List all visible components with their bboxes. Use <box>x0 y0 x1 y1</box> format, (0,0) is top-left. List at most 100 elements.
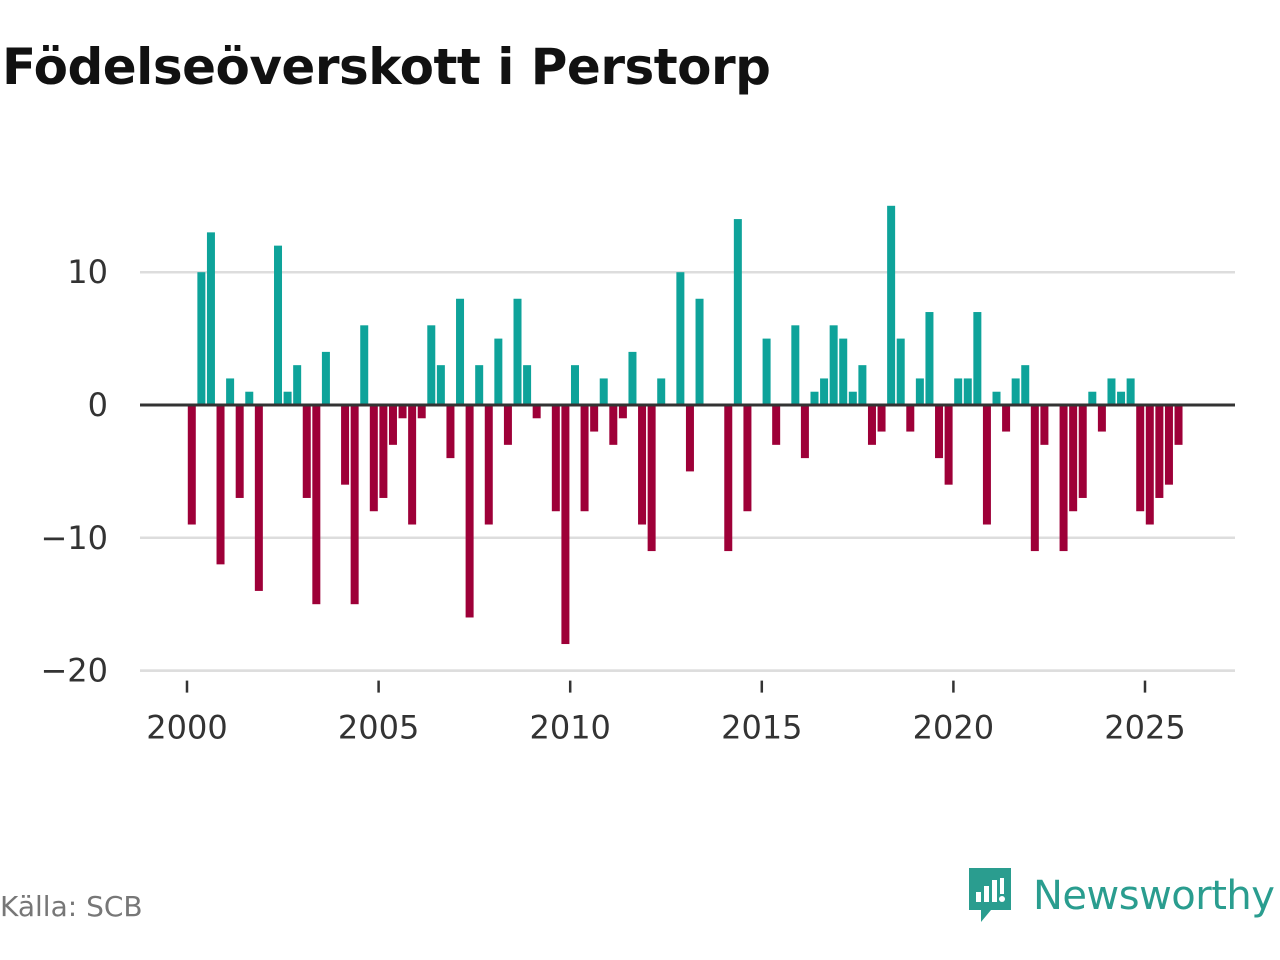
bar-negative <box>369 405 378 512</box>
bar-positive <box>427 325 436 405</box>
bar-negative <box>743 405 752 512</box>
bar-positive <box>226 378 235 405</box>
bar-negative <box>906 405 915 432</box>
bar-positive <box>791 325 800 405</box>
bar-negative <box>647 405 656 552</box>
bar-negative <box>532 405 541 419</box>
bar-negative <box>944 405 953 485</box>
bar-negative <box>1164 405 1173 485</box>
bar-positive <box>925 312 934 405</box>
bar-positive <box>915 378 924 405</box>
bar-positive <box>810 391 819 405</box>
source-note: Källa: SCB <box>0 890 143 923</box>
bar-negative <box>254 405 263 591</box>
newsworthy-logo[interactable]: Newsworthy <box>965 866 1275 926</box>
bar-negative <box>379 405 388 498</box>
y-tick-label: 10 <box>67 253 108 291</box>
bar-positive <box>848 391 857 405</box>
bar-negative <box>551 405 560 512</box>
bar-negative <box>724 405 733 552</box>
bar-negative <box>235 405 244 498</box>
bar-negative <box>465 405 474 618</box>
chart-title: Födelseöverskott i Perstorp <box>2 38 771 96</box>
y-tick-label: −10 <box>40 519 108 557</box>
bar-negative <box>685 405 694 472</box>
bar-negative <box>618 405 627 419</box>
bar-negative <box>302 405 311 498</box>
bar-positive <box>245 391 254 405</box>
x-tick-label: 2025 <box>1104 709 1185 747</box>
x-tick-label: 2015 <box>721 709 802 747</box>
bar-positive <box>954 378 963 405</box>
bar-positive <box>523 365 532 405</box>
bar-positive <box>896 338 905 405</box>
bar-positive <box>475 365 484 405</box>
bar-negative <box>1040 405 1049 445</box>
bar-negative <box>408 405 417 525</box>
bar-positive <box>695 298 704 405</box>
bar-negative <box>417 405 426 419</box>
bar-positive <box>321 351 330 405</box>
bar-positive <box>283 391 292 405</box>
bar-positive <box>1107 378 1116 405</box>
bar-positive <box>1126 378 1135 405</box>
bar-positive <box>513 298 522 405</box>
bar-negative <box>1145 405 1154 525</box>
bar-positive <box>762 338 771 405</box>
bar-positive <box>436 365 445 405</box>
bar-positive <box>676 272 685 405</box>
bar-negative <box>590 405 599 432</box>
bar-positive <box>197 272 206 405</box>
bar-negative <box>216 405 225 565</box>
bar-negative <box>1155 405 1164 498</box>
bar-negative <box>446 405 455 459</box>
bar-positive <box>494 338 503 405</box>
axes: 10 0 −10 −20 2000 2005 2010 2015 2020 2025 <box>40 253 1235 747</box>
bar-positive <box>1011 378 1020 405</box>
bar-positive <box>829 325 838 405</box>
bar-negative <box>877 405 886 432</box>
bar-negative <box>867 405 876 445</box>
bar-negative <box>982 405 991 525</box>
bar-negative <box>772 405 781 445</box>
bar-negative <box>580 405 589 512</box>
x-tick-label: 2005 <box>338 709 419 747</box>
bar-positive <box>1117 391 1126 405</box>
brand-name: Newsworthy <box>1033 873 1275 919</box>
bar-negative <box>1097 405 1106 432</box>
bar-positive <box>274 245 283 405</box>
bar-negative <box>398 405 407 419</box>
bar-negative <box>1002 405 1011 432</box>
bar-positive <box>456 298 465 405</box>
bar-positive <box>887 205 896 405</box>
bar-positive <box>839 338 848 405</box>
bars <box>187 205 1183 645</box>
y-tick-label: 0 <box>88 386 108 424</box>
bar-positive <box>570 365 579 405</box>
bar-negative <box>638 405 647 525</box>
bar-negative <box>561 405 570 645</box>
x-tick-label: 2010 <box>529 709 610 747</box>
bar-positive <box>973 312 982 405</box>
bar-negative <box>609 405 618 445</box>
bar-positive <box>628 351 637 405</box>
newsworthy-icon <box>969 868 1011 922</box>
bar-negative <box>388 405 397 445</box>
bar-positive <box>1021 365 1030 405</box>
bar-negative <box>341 405 350 485</box>
bar-positive <box>657 378 666 405</box>
bar-positive <box>858 365 867 405</box>
bar-negative <box>1078 405 1087 498</box>
y-tick-label: −20 <box>40 652 108 690</box>
bar-positive <box>1088 391 1097 405</box>
bar-negative <box>1136 405 1145 512</box>
bar-negative <box>187 405 196 525</box>
x-tick-label: 2000 <box>146 709 227 747</box>
bar-negative <box>484 405 493 525</box>
bar-negative <box>1059 405 1068 552</box>
bar-negative <box>1069 405 1078 512</box>
bar-negative <box>800 405 809 459</box>
bar-positive <box>599 378 608 405</box>
bar-positive <box>733 219 742 405</box>
